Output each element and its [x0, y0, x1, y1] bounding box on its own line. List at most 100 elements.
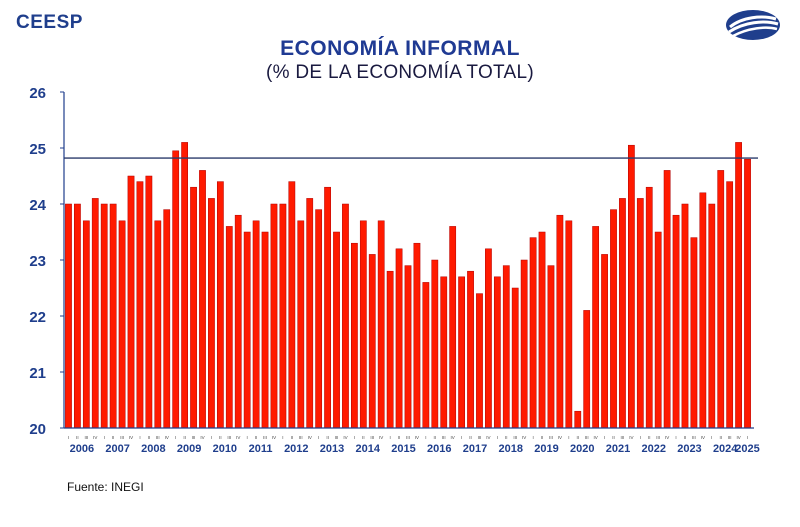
x-quarter-label: I	[318, 435, 319, 440]
x-quarter-label: III	[299, 435, 303, 440]
bar: 2019-II: 23.5	[538, 231, 546, 429]
y-tick-label: 25	[29, 141, 46, 158]
x-year-label: 2018	[499, 443, 523, 455]
x-quarter-label: II	[326, 435, 329, 440]
x-quarter-label: I	[675, 435, 676, 440]
x-quarter-label: III	[192, 435, 196, 440]
x-quarter-label: II	[541, 435, 544, 440]
bar: 2011-I: 23.5	[243, 231, 251, 429]
x-quarter-label: I	[568, 435, 569, 440]
x-quarter-label: II	[148, 435, 151, 440]
y-axis: 20 21 22 23 24 25 26	[29, 85, 65, 438]
bar: 2009-III: 24.3	[190, 186, 197, 429]
x-quarter-label: IV	[236, 435, 240, 440]
x-quarter-label: IV	[272, 435, 276, 440]
x-quarter-label: IV	[486, 435, 490, 440]
bar: 2020-III: 22.1	[583, 310, 591, 429]
bar: 2012-IV: 24.1	[306, 198, 314, 429]
x-quarter-label: III	[370, 435, 374, 440]
bar: 2010-I: 24.1	[208, 198, 215, 429]
x-quarter-label: I	[640, 435, 641, 440]
bar: 2023-II: 24	[681, 203, 689, 429]
bar: 2008-IV: 23.9	[163, 209, 171, 429]
chart-title: ECONOMÍA INFORMAL	[280, 37, 520, 60]
x-year-label: 2016	[427, 443, 451, 455]
x-quarter-label: IV	[165, 435, 169, 440]
bar: 2016-III: 22.7	[440, 276, 448, 429]
x-year-label: 2015	[391, 443, 415, 455]
bar: 2013-I: 23.9	[315, 209, 323, 429]
bar: 2015-II: 23.2	[395, 248, 403, 429]
bar: 2006-IV: 24.1	[91, 198, 99, 429]
x-quarter-label: IV	[415, 435, 419, 440]
bar: 2006-II: 24	[74, 203, 81, 429]
bar: 2015-III: 22.9	[404, 265, 412, 429]
x-year-label: 2021	[606, 443, 630, 455]
x-year-label: 2023	[677, 443, 701, 455]
x-quarter-label: II	[684, 435, 687, 440]
x-quarter-label: IV	[308, 435, 312, 440]
x-quarter-label: II	[76, 435, 79, 440]
bar: 2011-II: 23.7	[252, 220, 260, 429]
x-year-label: 2020	[570, 443, 594, 455]
bar: 2013-IV: 24	[342, 203, 349, 429]
bar: 2013-III: 23.5	[333, 231, 340, 429]
x-quarter-label: IV	[522, 435, 526, 440]
bar: 2020-IV: 23.6	[592, 226, 600, 429]
bar: 2017-III: 22.4	[476, 293, 483, 429]
x-year-label: 2013	[320, 443, 344, 455]
bar: 2022-I: 24.1	[636, 198, 644, 429]
bar: 2015-IV: 23.3	[413, 242, 421, 429]
bar: 2020-I: 23.7	[565, 220, 573, 429]
x-axis: I II III IV I II III IV I II III IV I II III IV I II III IV…	[64, 427, 760, 455]
x-quarter-label: I	[211, 435, 212, 440]
bar: 2020-II: 20.3	[574, 410, 582, 429]
bar: 2021-I: 23.1	[601, 254, 608, 429]
x-quarter-label: I	[68, 435, 69, 440]
x-year-label: 2014	[356, 443, 381, 455]
x-quarter-label: IV	[451, 435, 455, 440]
x-year-label: 2008	[141, 443, 165, 455]
bar: 2022-IV: 24.6	[663, 170, 671, 429]
y-tick-label: 24	[29, 197, 46, 214]
bar: 2025-I: 24.8	[744, 158, 751, 429]
source-note: Fuente: INEGI	[67, 480, 144, 494]
x-year-label: 2019	[534, 443, 558, 455]
bar: 2010-II: 24.4	[216, 181, 224, 429]
x-quarter-label: III	[120, 435, 124, 440]
x-quarter-label: III	[692, 435, 696, 440]
x-quarter-label: I	[497, 435, 498, 440]
x-quarter-label: I	[711, 435, 712, 440]
x-quarter-label: II	[505, 435, 508, 440]
bar: 2022-III: 23.5	[654, 231, 662, 429]
bar: 2024-IV: 25.1	[735, 142, 742, 429]
x-quarter-label: I	[247, 435, 248, 440]
brand-name: CEESP	[16, 12, 83, 33]
x-quarter-label: II	[719, 435, 722, 440]
x-quarter-label: II	[398, 435, 401, 440]
x-year-label: 2010	[213, 443, 237, 455]
x-quarter-label: I	[389, 435, 390, 440]
x-year-label: 2007	[105, 443, 129, 455]
x-quarter-label: II	[112, 435, 115, 440]
x-quarter-label: IV	[93, 435, 97, 440]
ceesp-globe-logo-icon	[724, 8, 782, 47]
bar: 2016-IV: 23.6	[449, 226, 457, 429]
bar: 2014-I: 23.3	[351, 242, 358, 429]
x-quarter-label: III	[406, 435, 410, 440]
bar: 2021-III: 24.1	[619, 198, 626, 429]
x-quarter-label: IV	[701, 435, 705, 440]
bar: 2017-IV: 23.2	[485, 248, 492, 429]
bar: 2019-III: 22.9	[547, 265, 555, 429]
x-quarter-label: III	[585, 435, 589, 440]
bar: 2018-I: 22.7	[493, 276, 501, 429]
x-year-label: 2011	[249, 443, 273, 455]
x-quarter-label: III	[156, 435, 160, 440]
chart-subtitle: (% DE LA ECONOMÍA TOTAL)	[266, 62, 534, 83]
x-quarter-label: I	[354, 435, 355, 440]
bar: 2006-I: 24	[65, 203, 72, 429]
bar: 2021-II: 23.9	[610, 209, 617, 429]
bar: 2007-IV: 24.5	[127, 175, 135, 429]
bar: 2007-III: 23.7	[118, 220, 126, 429]
x-quarter-label: II	[362, 435, 365, 440]
